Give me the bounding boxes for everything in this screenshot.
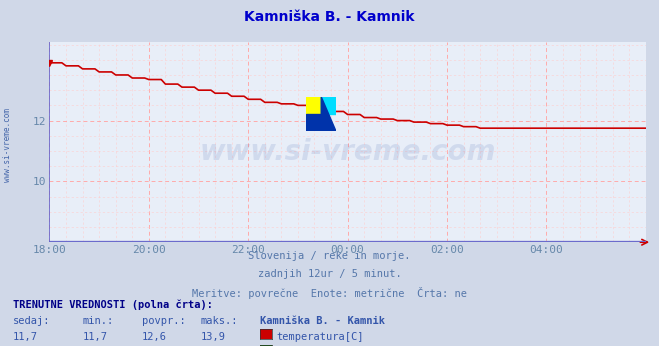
Text: www.si-vreme.com: www.si-vreme.com (3, 108, 13, 182)
Text: Kamniška B. - Kamnik: Kamniška B. - Kamnik (260, 316, 386, 326)
Text: www.si-vreme.com: www.si-vreme.com (200, 138, 496, 166)
Text: Slovenija / reke in morje.: Slovenija / reke in morje. (248, 251, 411, 261)
Text: Kamniška B. - Kamnik: Kamniška B. - Kamnik (244, 10, 415, 24)
Bar (306, 97, 322, 114)
Polygon shape (322, 97, 336, 131)
Text: 11,7: 11,7 (13, 332, 38, 342)
Text: 11,7: 11,7 (82, 332, 107, 342)
Text: min.:: min.: (82, 316, 113, 326)
Text: zadnjih 12ur / 5 minut.: zadnjih 12ur / 5 minut. (258, 269, 401, 279)
Text: temperatura[C]: temperatura[C] (277, 332, 364, 342)
Text: 13,9: 13,9 (201, 332, 226, 342)
Text: povpr.:: povpr.: (142, 316, 185, 326)
Text: sedaj:: sedaj: (13, 316, 51, 326)
Text: maks.:: maks.: (201, 316, 239, 326)
Bar (306, 114, 322, 131)
Text: TRENUTNE VREDNOSTI (polna črta):: TRENUTNE VREDNOSTI (polna črta): (13, 299, 213, 310)
Bar (322, 97, 336, 114)
Text: Meritve: povrečne  Enote: metrične  Črta: ne: Meritve: povrečne Enote: metrične Črta: … (192, 287, 467, 299)
Text: 12,6: 12,6 (142, 332, 167, 342)
